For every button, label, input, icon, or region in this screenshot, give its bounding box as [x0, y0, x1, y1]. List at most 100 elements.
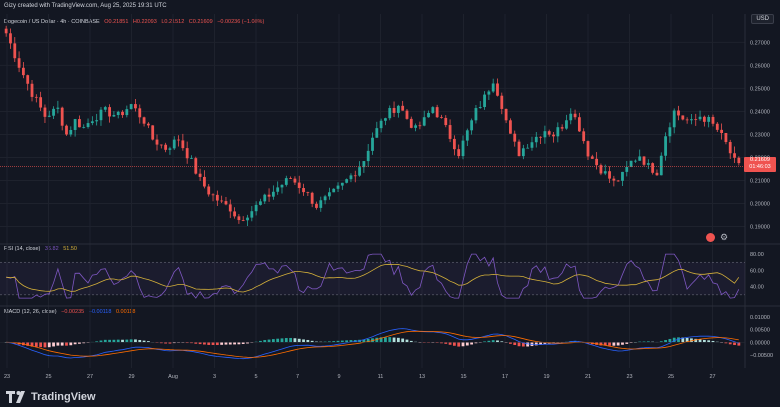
last-price-tag: 0.21609 01:46:03: [744, 157, 776, 172]
macd-histogram-bar: [125, 339, 129, 343]
candle-body: [681, 115, 685, 120]
rsi-pane: [0, 253, 745, 299]
candle-body: [431, 107, 435, 113]
candle-body: [565, 120, 568, 129]
candle-body: [651, 163, 655, 173]
macd-histogram-bar: [116, 339, 120, 343]
currency-button[interactable]: USD: [751, 14, 774, 24]
macd-histogram-bar: [509, 342, 512, 344]
macd-histogram-bar: [138, 339, 142, 343]
candle-body: [452, 138, 456, 150]
macd-histogram-bar: [646, 341, 650, 343]
candle-body: [190, 158, 193, 159]
macd-histogram-bar: [207, 342, 211, 345]
candle-body: [327, 192, 331, 197]
macd-histogram-bar: [379, 337, 383, 343]
macd-histogram-bar: [146, 341, 150, 343]
candle-body: [116, 111, 120, 116]
macd-histogram-bar: [276, 338, 280, 343]
macd-histogram-bar: [315, 341, 318, 343]
macd-histogram-bar: [211, 342, 215, 345]
candle-body: [138, 108, 142, 118]
candle-body: [392, 108, 396, 113]
candle-body: [353, 175, 357, 177]
macd-histogram-bar: [30, 342, 34, 347]
candle-body: [39, 97, 43, 108]
candle-body: [496, 83, 499, 96]
open-value: O0.21851: [104, 19, 129, 25]
change-value: −0.00236 (−1.08%): [217, 19, 265, 25]
macd-histogram-bar: [198, 342, 202, 345]
candle-body: [603, 171, 607, 174]
macd-histogram-bar: [573, 341, 577, 343]
macd-histogram-bar: [159, 342, 163, 344]
candle-body: [315, 203, 318, 208]
settings-gear-icon[interactable]: ⚙: [720, 232, 729, 242]
candle-body: [310, 192, 314, 204]
candle-body: [621, 171, 624, 181]
macd-histogram-bar: [267, 339, 271, 343]
macd-histogram-bar: [224, 342, 228, 345]
macd-histogram-bar: [228, 342, 232, 345]
macd-histogram-bar: [668, 338, 672, 343]
candle-body: [530, 142, 534, 148]
macd-histogram-bar: [724, 342, 728, 344]
macd-histogram-bar: [500, 341, 504, 343]
price-tick-label: 0.19000: [750, 224, 770, 230]
candle-body: [642, 156, 646, 165]
macd-histogram-bar: [310, 340, 314, 343]
candle-body: [616, 180, 620, 182]
macd-histogram-bar: [638, 341, 642, 343]
candle-body: [293, 178, 297, 183]
macd-tick-label: 0.01000: [750, 315, 770, 321]
symbol-title[interactable]: Dogecoin / US Dollar · 4h · COINBASE: [4, 19, 100, 25]
candle-body: [634, 160, 637, 162]
candle-body: [440, 117, 443, 118]
candle-body: [418, 125, 422, 127]
macd-histogram-bar: [440, 342, 443, 344]
candle-body: [43, 107, 47, 117]
macd-histogram-bar: [405, 339, 409, 343]
macd-histogram-bar: [465, 342, 469, 346]
macd-histogram-bar: [672, 337, 676, 343]
candle-body: [396, 105, 400, 113]
x-tick-label: 19: [543, 374, 549, 380]
rsi-title[interactable]: RSI (14, close): [4, 246, 41, 252]
macd-histogram-bar: [612, 342, 616, 346]
candle-body: [194, 158, 198, 174]
candle-body: [332, 188, 336, 193]
macd-histogram-bar: [241, 342, 245, 344]
macd-legend: MACD (12, 26, close) −0.00235 −0.00118 0…: [4, 309, 138, 315]
candle-body: [595, 158, 599, 166]
macd-histogram-bar: [452, 342, 456, 346]
macd-histogram-bar: [302, 339, 305, 343]
macd-histogram-bar: [263, 340, 267, 343]
candle-body: [638, 156, 642, 161]
macd-title[interactable]: MACD (12, 26, close): [4, 309, 57, 315]
rsi-legend: RSI (14, close) 36.82 51.50: [4, 246, 80, 252]
candle-body: [608, 171, 611, 179]
candle-body: [733, 153, 736, 158]
macd-histogram-bar: [690, 338, 693, 343]
last-price-value: 0.21609: [750, 157, 770, 163]
macd-histogram-bar: [129, 339, 133, 343]
price-tick-label: 0.23000: [750, 132, 770, 138]
candle-body: [112, 115, 116, 117]
candle-body: [34, 96, 38, 98]
macd-histogram-bar: [487, 340, 491, 343]
x-tick-label: 11: [378, 374, 384, 380]
x-tick-label: Aug: [168, 374, 178, 380]
candle-body: [625, 166, 629, 172]
macd-histogram-bar: [65, 342, 68, 346]
macd-histogram-bar: [534, 342, 538, 346]
candle-body: [73, 119, 77, 130]
candle-body: [60, 107, 64, 126]
candle-body: [448, 125, 452, 139]
x-tick-label: 15: [460, 374, 466, 380]
alert-icon[interactable]: [706, 233, 715, 242]
candle-body: [547, 131, 551, 135]
candle-body: [414, 125, 418, 128]
macd-histogram-bar: [39, 342, 43, 348]
candle-body: [664, 136, 667, 156]
